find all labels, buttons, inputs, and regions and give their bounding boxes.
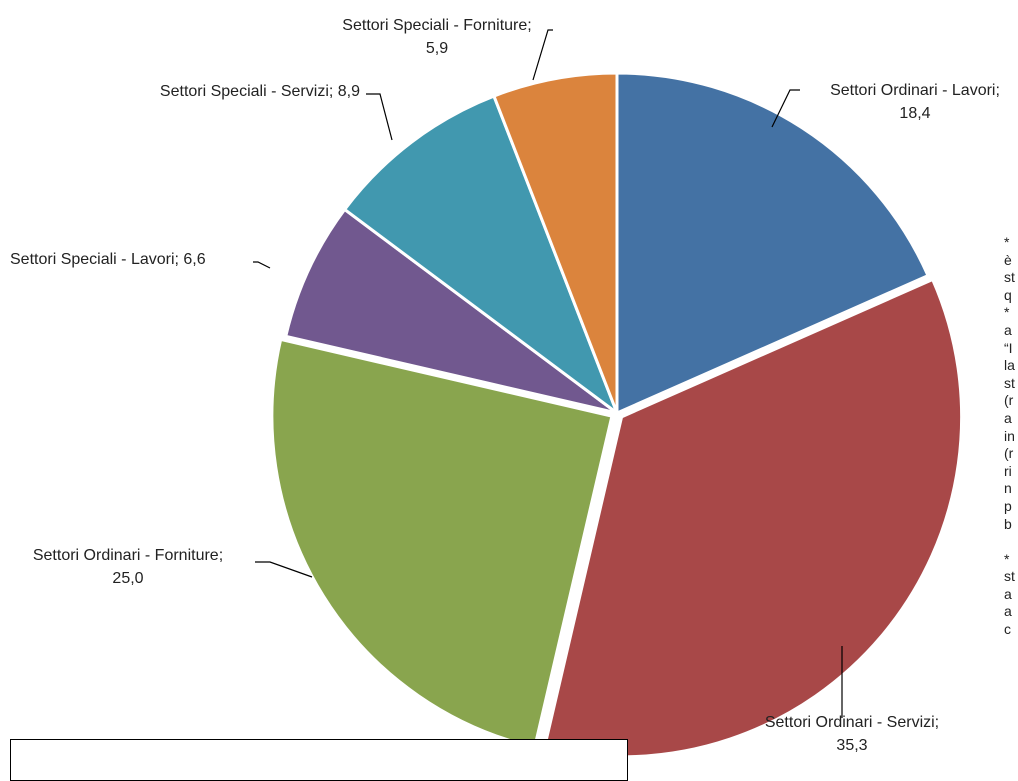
side-note-line: st — [1004, 374, 1015, 391]
side-note-line: ri — [1004, 462, 1012, 479]
side-note-line: a — [1004, 409, 1012, 426]
data-label-1-line-2: 18,4 — [899, 105, 930, 122]
leader-line-4 — [253, 261, 271, 269]
notes-box — [10, 739, 628, 781]
data-label-6-line-2: 5,9 — [426, 40, 448, 57]
side-note-line: (r — [1004, 392, 1014, 409]
pie-chart-svg: Settori Ordinari - Lavori; 18,4 Settori Or… — [10, 17, 1000, 756]
side-note-line: * — [1004, 234, 1010, 250]
side-note-line: * — [1004, 304, 1010, 321]
data-label-2-line-2: 35,3 — [836, 737, 867, 754]
side-note-line: st — [1004, 269, 1015, 286]
data-label-3-line-2: 25,0 — [112, 570, 143, 587]
pie-slice-1 — [615, 71, 931, 416]
side-note-line: in — [1004, 427, 1015, 444]
side-note-line: è — [1004, 251, 1012, 268]
data-label-6-line-1: Settori Speciali - Forniture; — [342, 17, 531, 34]
data-label-4-line-1: Settori Speciali - Lavori; 6,6 — [10, 251, 206, 268]
side-note-line: q — [1004, 286, 1012, 303]
data-labels: Settori Ordinari - Lavori; 18,4 Settori Or… — [10, 17, 1000, 754]
side-note-line: “I — [1004, 339, 1013, 356]
side-note-line: st — [1004, 568, 1015, 585]
leader-line-3 — [255, 561, 313, 578]
side-note-line: a — [1004, 321, 1012, 338]
data-label-2-line-1: Settori Ordinari - Servizi; — [765, 714, 939, 731]
pie-slice-6 — [492, 71, 619, 414]
side-note-line: c — [1004, 621, 1011, 638]
side-note-line: b — [1004, 515, 1012, 532]
pie-chart: Settori Ordinari - Lavori; 18,4 Settori Or… — [10, 17, 1018, 781]
side-note-line: n — [1004, 480, 1012, 497]
data-label-1-line-1: Settori Ordinari - Lavori; — [830, 82, 1000, 99]
side-note-line — [1004, 533, 1018, 551]
pie-slices — [270, 71, 964, 756]
pie-slice-3 — [270, 337, 614, 750]
leader-line-6 — [532, 29, 553, 81]
pie-slice-4 — [283, 207, 618, 415]
data-label-3-line-1: Settori Ordinari - Forniture; — [33, 547, 223, 564]
side-note-line: la — [1004, 357, 1015, 374]
leader-line-5 — [366, 93, 393, 141]
side-note-line: a — [1004, 585, 1012, 602]
side-notes: * è st q * a “I la st (r a in (r ri n p b * st a a c — [1004, 234, 1018, 756]
side-note-line: p — [1004, 497, 1012, 514]
side-note-line: a — [1004, 603, 1012, 620]
side-note-line: (r — [1004, 445, 1014, 462]
side-note-line: * — [1004, 550, 1010, 567]
data-label-5-line-1: Settori Speciali - Servizi; 8,9 — [160, 83, 360, 100]
leader-lines — [253, 29, 843, 718]
leader-line-1 — [771, 89, 800, 128]
pie-slice-5 — [342, 94, 621, 418]
